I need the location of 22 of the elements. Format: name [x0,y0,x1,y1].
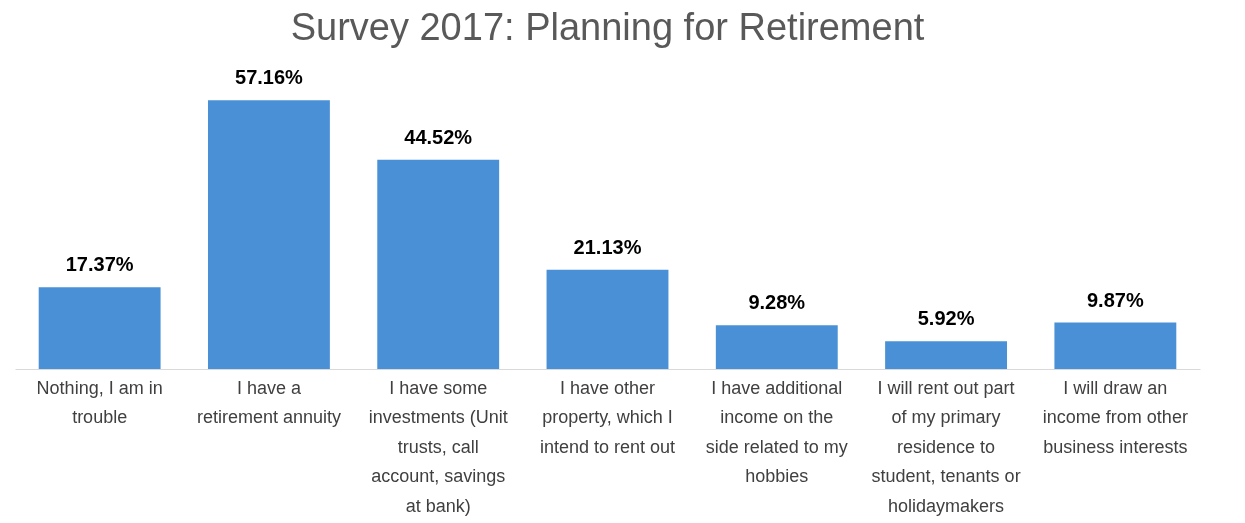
data-label: 5.92% [917,307,975,330]
x-tick-label: I have some investments (Unit trusts, call account, savings at bank) [368,377,508,516]
x-tick-label: I have other property, which I intend to rent out [539,377,676,457]
bar [715,325,838,369]
data-label: 21.13% [573,235,642,258]
bar [1054,322,1177,369]
data-label: 44.52% [404,125,473,148]
x-tick-label: Nothing, I am in trouble [36,377,163,427]
data-label: 57.16% [235,66,304,89]
x-tick-label: I will rent out part of my primary residence to student, tenants or holidaymakers [871,377,1021,516]
bar [546,269,669,369]
data-label: 9.28% [748,291,806,314]
data-label: 17.37% [65,253,134,276]
bar [885,341,1008,369]
bar [207,100,330,369]
x-tick-label: I have additional income on the side related to my hobbies [705,377,848,486]
bar [38,287,161,369]
bar [377,159,500,369]
chart-title: Survey 2017: Planning for Retirement [290,6,925,48]
x-tick-label: I have a retirement annuity [196,377,341,427]
x-tick-label: I will draw an income from other business interests [1042,377,1188,457]
data-label: 9.87% [1087,288,1144,311]
